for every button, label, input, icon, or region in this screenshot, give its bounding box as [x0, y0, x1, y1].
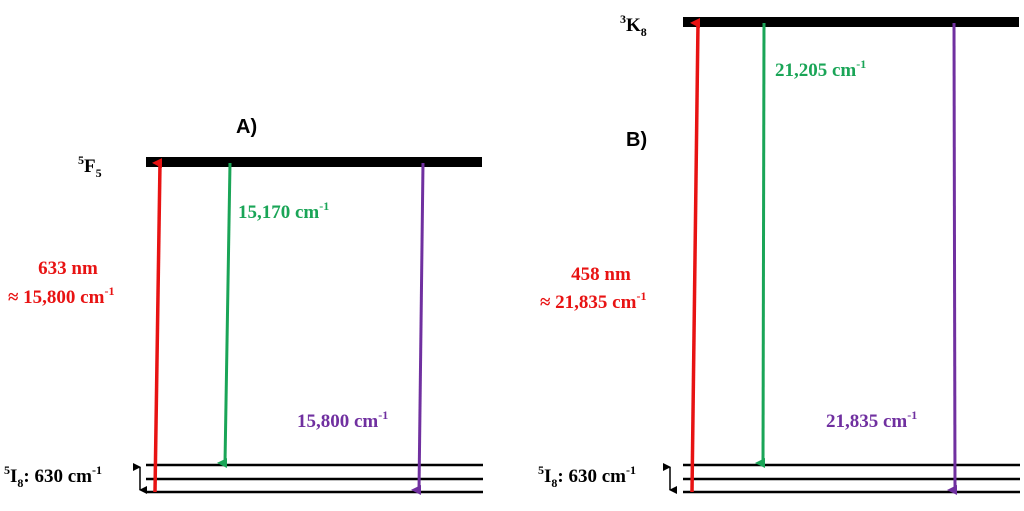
- panel-a-excitation-wavenumber: ≈ 15,800 cm-1: [8, 284, 114, 308]
- panel-a-label: A): [236, 116, 257, 138]
- panel-a-green-emission-arrow: [217, 162, 232, 469]
- panel-a-upper-level-line: [146, 157, 482, 167]
- panel-b-green-emission-label: 21,205 cm-1: [775, 57, 866, 81]
- panel-a-green-emission-label: 15,170 cm-1: [238, 199, 329, 223]
- panel-b-excitation-wavenumber: ≈ 21,835 cm-1: [540, 289, 646, 313]
- panel-b-green-emission-arrow: [755, 22, 766, 469]
- panel-b: B) 3K8 5I8: 630 cm-1 458 nm ≈ 21,835 cm-…: [538, 12, 1020, 495]
- panel-b-purple-emission-arrow: [947, 22, 958, 495]
- panel-a: A) 5F5 5I8: 630 cm-1 633 nm ≈ 15,800 cm-…: [4, 116, 483, 496]
- panel-b-excitation-arrow: [690, 18, 701, 493]
- panel-a-upper-level-label: 5F5: [78, 153, 102, 180]
- panel-b-purple-emission-label: 21,835 cm-1: [826, 408, 917, 432]
- panel-a-excitation-wavelength: 633 nm: [38, 258, 98, 279]
- panel-a-purple-emission-arrow: [411, 162, 425, 496]
- panel-b-upper-level-line: [683, 17, 1019, 27]
- panel-a-purple-emission-label: 15,800 cm-1: [297, 408, 388, 432]
- panel-a-ground-level-label: 5I8: 630 cm-1: [4, 463, 102, 490]
- panel-b-excitation-wavelength: 458 nm: [571, 264, 631, 285]
- panel-b-ground-level-label: 5I8: 630 cm-1: [538, 463, 636, 490]
- panel-a-excitation-arrow: [152, 158, 163, 493]
- panel-b-upper-level-label: 3K8: [620, 12, 647, 39]
- panel-b-label: B): [626, 129, 647, 151]
